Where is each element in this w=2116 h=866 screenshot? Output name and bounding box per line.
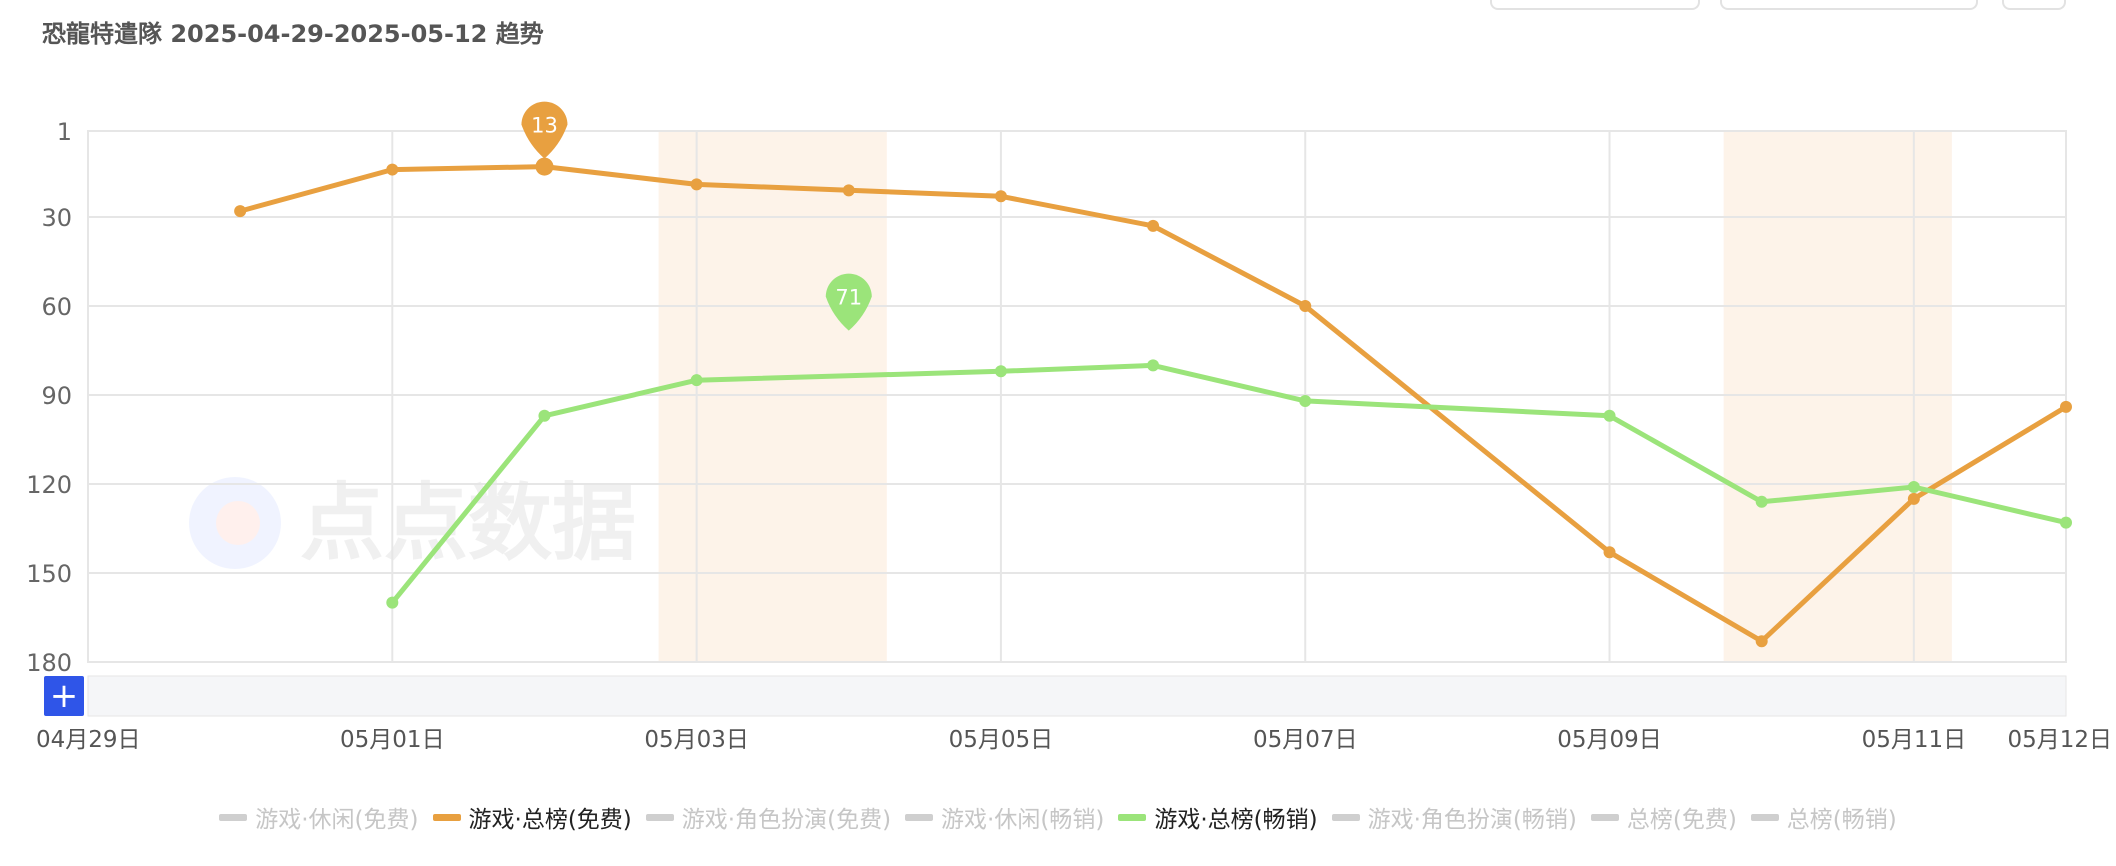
data-point — [1603, 546, 1616, 559]
x-tick-label: 05月09日 — [1557, 727, 1662, 753]
data-point — [2060, 400, 2072, 413]
legend-item[interactable]: 游戏·角色扮演(免费) — [645, 800, 892, 834]
x-tick-label: 05月11日 — [1862, 727, 1967, 753]
date-range-control[interactable] — [1490, 0, 1700, 10]
data-point — [994, 190, 1007, 203]
peak-label: 71 — [835, 286, 862, 310]
legend-item[interactable]: 游戏·总榜(畅销) — [1118, 800, 1318, 834]
legend-swatch-icon — [1590, 813, 1619, 821]
legend-item[interactable]: 游戏·总榜(免费) — [432, 800, 632, 834]
data-point — [690, 374, 703, 387]
channel-select-control[interactable] — [1720, 0, 1978, 10]
y-tick-label: 1 — [57, 118, 72, 146]
y-tick-label: 180 — [26, 649, 72, 677]
data-point — [1147, 219, 1160, 232]
legend-label: 游戏·总榜(畅销) — [1154, 807, 1318, 833]
x-tick-label: 05月05日 — [949, 727, 1054, 753]
plot-border — [87, 130, 2067, 663]
y-tick-label: 30 — [41, 204, 72, 232]
data-point — [1907, 480, 1920, 493]
peak-label: 13 — [531, 114, 558, 138]
data-point — [1603, 409, 1616, 422]
legend-swatch-icon — [645, 813, 674, 821]
data-point — [842, 184, 855, 197]
data-point — [994, 365, 1007, 378]
watermark-text: 点点数据 — [300, 474, 636, 572]
legend-swatch-icon — [1331, 813, 1360, 821]
x-tick-label: 05月01日 — [340, 727, 445, 753]
y-tick-label: 60 — [41, 293, 72, 321]
legend-label: 总榜(畅销) — [1786, 807, 1897, 833]
legend-label: 游戏·休闲(免费) — [255, 807, 419, 833]
more-options-control[interactable] — [2002, 0, 2066, 10]
legend-item[interactable]: 总榜(免费) — [1590, 800, 1737, 834]
data-point — [1299, 394, 1312, 407]
data-point — [386, 163, 399, 176]
highlight-band-1 — [1723, 131, 1952, 662]
rank-trend-chart: 点点数据 1 30 60 90 120 150 180 04月29日 05月01日 05月03日 05… — [26, 101, 2112, 753]
data-point — [386, 596, 399, 609]
zoom-slider-track — [87, 675, 2067, 717]
legend-item[interactable]: 游戏·休闲(畅销) — [905, 800, 1104, 834]
data-point — [1299, 300, 1312, 313]
zoom-plus-icon: + — [50, 676, 79, 716]
data-point — [2060, 516, 2072, 529]
data-point — [1755, 495, 1768, 508]
y-tick-label: 120 — [26, 471, 72, 499]
legend-item[interactable]: 游戏·角色扮演(畅销) — [1331, 800, 1577, 834]
chart-legend: 游戏·休闲(免费) 游戏·总榜(免费) 游戏·角色扮演(免费) 游戏·休闲(畅销) 游戏… — [0, 800, 2116, 834]
x-tick-label: 05月07日 — [1253, 727, 1358, 753]
zoom-button[interactable] — [44, 676, 84, 716]
watermark: 点点数据 — [189, 474, 636, 572]
data-point — [1907, 492, 1920, 505]
legend-swatch-icon — [219, 813, 248, 821]
legend-label: 总榜(免费) — [1626, 807, 1737, 833]
data-point — [690, 178, 703, 191]
data-point — [1755, 635, 1768, 648]
legend-label: 游戏·角色扮演(免费) — [681, 807, 892, 833]
series-line-1 — [390, 362, 2067, 605]
peak-marker-pin — [825, 273, 872, 331]
data-point — [535, 157, 554, 176]
legend-swatch-icon — [1750, 813, 1779, 821]
data-point — [538, 409, 551, 422]
x-tick-label: 05月12日 — [2007, 727, 2112, 753]
series-line-0 — [239, 164, 2068, 644]
peak-marker-pin — [521, 101, 568, 159]
legend-label: 游戏·休闲(畅销) — [941, 807, 1105, 833]
data-point — [234, 205, 247, 218]
y-tick-label: 90 — [41, 382, 72, 410]
watermark-logo-inner-icon — [216, 501, 260, 545]
data-point — [1147, 359, 1160, 372]
legend-swatch-icon — [1118, 813, 1147, 821]
legend-label: 游戏·角色扮演(畅销) — [1367, 807, 1577, 833]
legend-item[interactable]: 总榜(畅销) — [1750, 800, 1897, 834]
x-tick-label: 05月03日 — [644, 727, 749, 753]
x-tick-label: 04月29日 — [36, 727, 141, 753]
legend-item[interactable]: 游戏·休闲(免费) — [219, 800, 419, 834]
chart-title: 恐龍特遣隊 2025-04-29-2025-05-12 趋势 — [42, 20, 544, 48]
y-tick-label: 150 — [26, 560, 72, 588]
legend-label: 游戏·总榜(免费) — [468, 807, 632, 833]
legend-swatch-icon — [432, 813, 461, 821]
highlight-band-0 — [658, 131, 887, 662]
legend-swatch-icon — [905, 813, 934, 821]
